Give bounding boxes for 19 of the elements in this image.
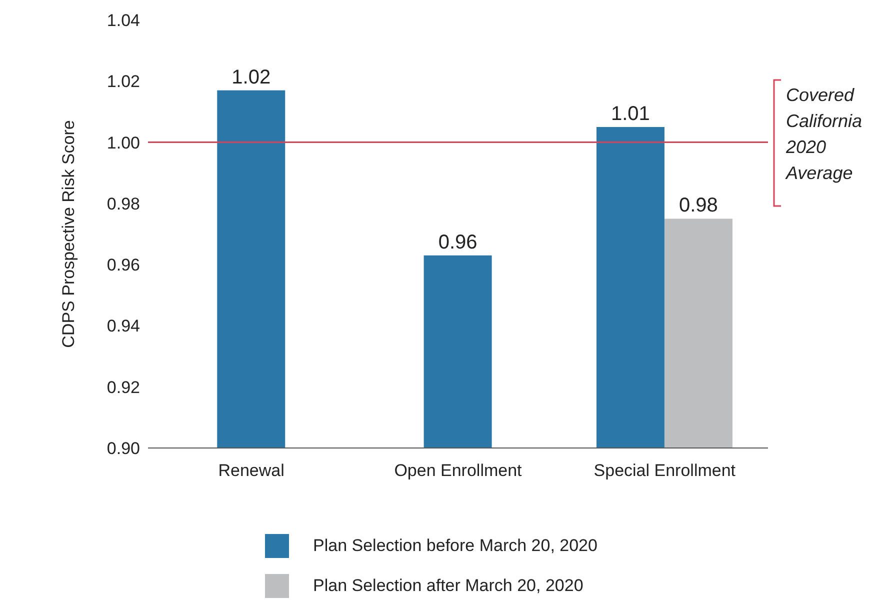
y-tick-label: 1.00 [106, 133, 140, 152]
y-tick-label: 0.90 [106, 439, 140, 458]
y-tick-label: 1.04 [106, 11, 140, 30]
x-tick-label: Open Enrollment [394, 461, 522, 480]
x-tick-label: Renewal [218, 461, 284, 480]
data-label: 0.98 [679, 194, 718, 217]
ref-line-label: Covered California 2020 Average [786, 84, 864, 186]
y-tick-label: 0.94 [106, 316, 140, 336]
x-tick-label: Special Enrollment [594, 461, 736, 480]
data-label: 0.96 [438, 231, 478, 254]
y-tick-label: 0.92 [106, 378, 140, 397]
y-tick-label: 0.96 [106, 256, 140, 275]
data-label: 1.02 [232, 66, 271, 88]
legend-label: Plan Selection before March 20, 2020 [312, 535, 598, 557]
data-label: 1.01 [611, 103, 650, 125]
y-tick-label: 1.02 [106, 72, 140, 92]
y-axis-title: CDPS Prospective Risk Score [59, 120, 78, 348]
y-tick-label: 0.98 [106, 194, 140, 214]
legend-label: Plan Selection after March 20, 2020 [312, 575, 584, 597]
